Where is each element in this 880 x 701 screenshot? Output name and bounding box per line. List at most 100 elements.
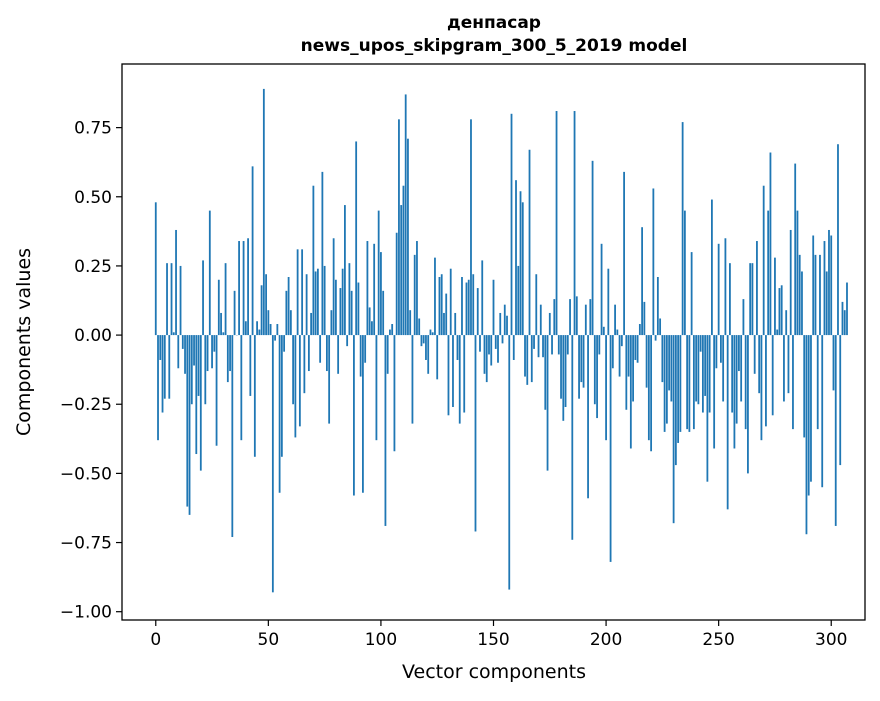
bar-93	[364, 335, 366, 363]
bar-100	[380, 252, 382, 335]
bar-14	[186, 335, 188, 507]
bar-40	[245, 321, 247, 335]
bar-69	[310, 313, 312, 335]
bar-289	[806, 335, 808, 534]
bar-243	[702, 335, 704, 412]
bar-220	[650, 335, 652, 451]
bar-299	[828, 230, 830, 335]
bar-58	[285, 291, 287, 335]
bar-237	[688, 335, 690, 432]
bar-197	[598, 335, 600, 354]
bar-84	[344, 205, 346, 335]
bar-39	[243, 241, 245, 335]
bar-139	[468, 280, 470, 335]
bar-141	[472, 274, 474, 335]
bar-132	[452, 335, 454, 407]
bar-155	[504, 305, 506, 335]
bar-20	[200, 335, 202, 471]
bar-191	[585, 305, 587, 335]
bar-184	[569, 299, 571, 335]
bar-24	[209, 211, 211, 335]
bar-255	[729, 263, 731, 335]
bar-296	[821, 335, 823, 487]
bar-158	[511, 114, 513, 335]
bar-10	[177, 335, 179, 368]
bar-250	[718, 244, 720, 335]
bar-2	[159, 335, 161, 360]
x-tick-label: 250	[702, 630, 734, 650]
bar-189	[580, 335, 582, 382]
bar-16	[191, 335, 193, 404]
bar-247	[711, 200, 713, 336]
x-tick-label: 0	[150, 630, 161, 650]
chart-subtitle: news_upos_skipgram_300_5_2019 model	[301, 36, 688, 56]
bar-108	[398, 119, 400, 335]
bar-75	[324, 266, 326, 335]
bar-127	[441, 274, 443, 335]
bar-135	[459, 335, 461, 424]
bar-28	[218, 280, 220, 335]
bar-282	[790, 230, 792, 335]
bar-295	[819, 255, 821, 335]
y-tick-label: 0.00	[74, 326, 112, 346]
bar-245	[706, 335, 708, 482]
bar-264	[749, 263, 751, 335]
bar-120	[425, 335, 427, 360]
bar-199	[603, 327, 605, 335]
bar-78	[330, 310, 332, 335]
bar-77	[328, 335, 330, 424]
bar-65	[301, 249, 303, 335]
bar-102	[385, 335, 387, 526]
bar-277	[779, 288, 781, 335]
bar-306	[844, 310, 846, 335]
bar-258	[736, 335, 738, 424]
bar-37	[238, 241, 240, 335]
bar-29	[220, 313, 222, 335]
bar-81	[337, 335, 339, 374]
bar-233	[679, 335, 681, 432]
bar-257	[734, 335, 736, 448]
bar-297	[824, 241, 826, 335]
x-tick-label: 200	[590, 630, 622, 650]
bar-239	[693, 335, 695, 429]
bar-140	[470, 119, 472, 335]
bar-304	[839, 335, 841, 465]
bar-73	[319, 335, 321, 363]
bar-11	[180, 266, 182, 335]
bar-279	[783, 335, 785, 401]
bar-235	[684, 211, 686, 335]
bar-209	[625, 335, 627, 410]
bar-168	[533, 335, 535, 349]
bar-186	[574, 111, 576, 335]
bar-280	[785, 310, 787, 335]
bar-1	[157, 335, 159, 440]
bar-254	[727, 335, 729, 509]
bar-148	[488, 335, 490, 354]
x-tick-label: 100	[365, 630, 397, 650]
bar-33	[229, 335, 231, 371]
bar-205	[616, 330, 618, 336]
bar-290	[808, 335, 810, 495]
bar-55	[279, 335, 281, 493]
bar-3	[162, 335, 164, 412]
bar-165	[526, 335, 528, 385]
bar-98	[376, 335, 378, 440]
bar-294	[817, 335, 819, 429]
bar-57	[283, 335, 285, 352]
bar-35	[234, 291, 236, 335]
bar-288	[803, 335, 805, 437]
bar-167	[531, 335, 533, 382]
bar-285	[797, 211, 799, 335]
bar-21	[202, 260, 204, 335]
y-tick-label: −0.25	[60, 395, 112, 415]
bar-198	[601, 244, 603, 335]
bar-164	[524, 335, 526, 376]
bar-152	[497, 335, 499, 363]
bar-12	[182, 335, 184, 349]
bar-8	[173, 332, 175, 335]
bar-13	[184, 335, 186, 374]
bar-244	[704, 335, 706, 396]
x-tick-label: 150	[477, 630, 509, 650]
bar-113	[409, 310, 411, 335]
